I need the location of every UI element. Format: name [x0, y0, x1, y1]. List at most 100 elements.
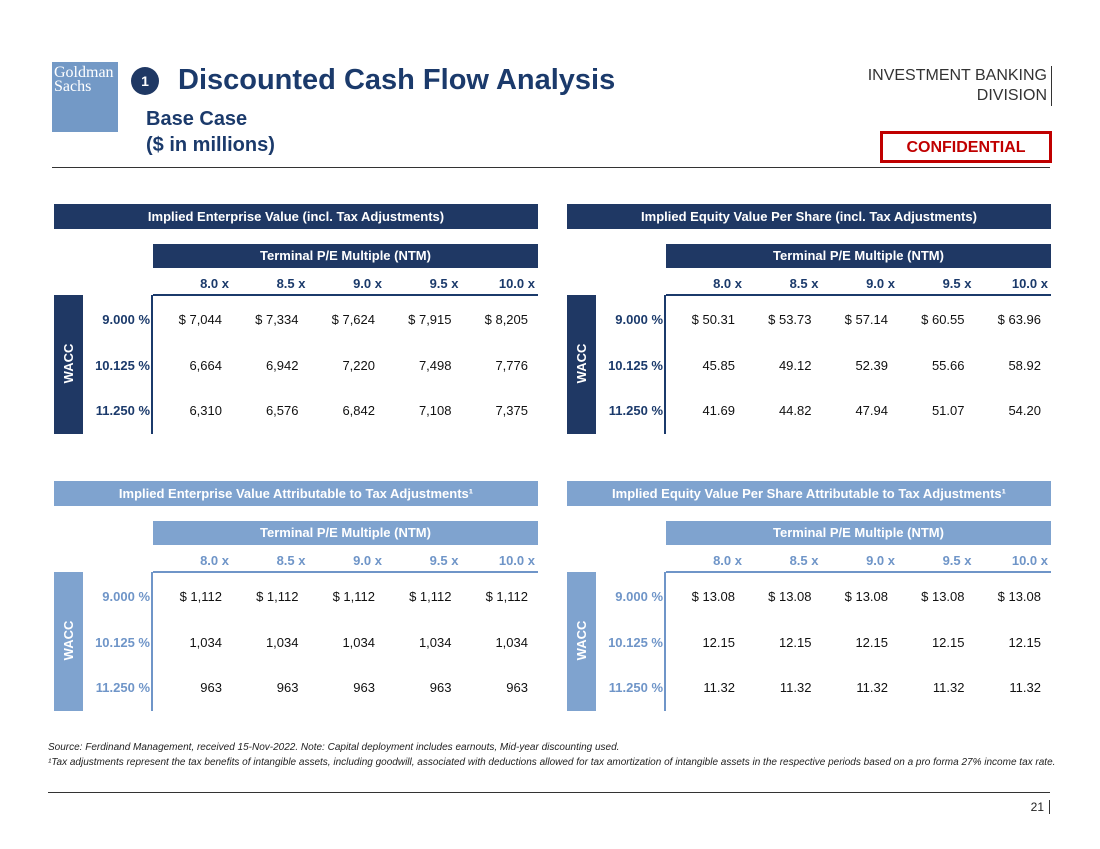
table-cell: 7,108	[418, 403, 452, 418]
table-cell: 6,664	[189, 357, 222, 373]
table-cell: 1,034	[265, 634, 299, 650]
table-cell: $ 13.08	[768, 589, 812, 604]
table-cell: 12.15	[702, 634, 735, 650]
row-header	[54, 295, 83, 434]
column-label: 9.5 x	[942, 553, 972, 568]
division-text: INVESTMENT BANKING	[867, 67, 1047, 84]
column-label: 9.5 x	[429, 553, 459, 568]
table-cell: 7,498	[418, 357, 452, 373]
column-rule	[153, 571, 538, 573]
table-cell: $ 13.08	[844, 589, 888, 604]
column-label: 8.5 x	[276, 276, 306, 291]
row-label: 11.250 %	[608, 403, 663, 418]
column-rule	[666, 294, 1051, 296]
table-cell: $ 8,205	[484, 312, 528, 327]
table-title: Implied Equity Value Per Share (incl. Ta…	[567, 204, 1051, 229]
column-label: 9.5 x	[942, 276, 972, 291]
header-rule	[52, 167, 1050, 168]
table-title: Implied Enterprise Value (incl. Tax Adju…	[54, 204, 538, 229]
table-cell: 11.32	[1009, 680, 1041, 695]
table-cell: 6,842	[342, 403, 375, 418]
column-label: 9.5 x	[429, 276, 459, 291]
table-cell: $ 1,112	[409, 589, 452, 604]
table-cell: 1,034	[495, 634, 528, 650]
division: INVESTMENT BANKING DIVISION	[868, 66, 1052, 106]
table-cell: 963	[353, 680, 375, 695]
table-cell: 12.15	[931, 634, 965, 650]
page-title: Discounted Cash Flow Analysis	[178, 64, 616, 96]
division-text: DIVISION	[976, 87, 1047, 104]
column-label: 10.0 x	[1011, 553, 1048, 568]
table-cell: 963	[506, 680, 528, 695]
table-cell: $ 7,044	[178, 312, 222, 327]
row-label: 11.250 %	[608, 680, 663, 695]
column-rule	[666, 571, 1051, 573]
table-title: Implied Enterprise Value Attributable to…	[54, 481, 538, 506]
table-cell: 55.66	[931, 357, 965, 373]
logo-text: Sachs	[54, 78, 92, 95]
column-rule	[153, 294, 538, 296]
column-label: 8.5 x	[789, 553, 819, 568]
column-label: 8.0 x	[713, 276, 742, 291]
row-header	[54, 572, 83, 711]
row-header-text: WACC	[574, 620, 589, 661]
table-cell: 51.07	[931, 403, 965, 418]
table-cell: $ 1,112	[179, 589, 222, 604]
section-badge: 1	[131, 67, 159, 95]
column-label: 10.0 x	[498, 276, 535, 291]
column-header: Terminal P/E Multiple (NTM)	[153, 521, 538, 545]
table-cell: $ 1,112	[256, 589, 299, 604]
table-cell: 12.15	[1008, 634, 1041, 650]
row-label: 10.125 %	[608, 634, 663, 650]
row-label: 10.125 %	[95, 357, 150, 373]
row-label: 9.000 %	[102, 589, 150, 604]
column-header: Terminal P/E Multiple (NTM)	[666, 244, 1051, 268]
column-label: 8.0 x	[200, 553, 229, 568]
table-cell: 12.15	[778, 634, 812, 650]
table-cell: $ 53.73	[768, 312, 812, 327]
page-number: 21	[1031, 800, 1050, 814]
table-cell: 1,034	[418, 634, 452, 650]
column-header: Terminal P/E Multiple (NTM)	[666, 521, 1051, 545]
table-cell: 963	[429, 680, 452, 695]
column-label: 9.0 x	[866, 276, 895, 291]
table-cell: 58.92	[1008, 357, 1041, 373]
table-cell: $ 13.08	[997, 589, 1041, 604]
row-header	[567, 295, 596, 434]
footer-rule	[48, 792, 1050, 793]
table-cell: $ 60.55	[921, 312, 965, 327]
table-cell: $ 1,112	[485, 589, 528, 604]
table-cell: 1,034	[189, 634, 222, 650]
table-cell: 45.85	[702, 357, 735, 373]
table-cell: 11.32	[703, 680, 735, 695]
column-label: 8.5 x	[276, 553, 306, 568]
table-cell: $ 50.31	[691, 312, 735, 327]
table-cell: 963	[200, 680, 222, 695]
row-label: 9.000 %	[615, 312, 663, 327]
table-cell: 7,220	[342, 357, 375, 373]
table-cell: 47.94	[855, 403, 888, 418]
table-cell: 12.15	[855, 634, 888, 650]
table-cell: $ 1,112	[332, 589, 375, 604]
column-label: 9.0 x	[353, 276, 382, 291]
logo: Goldman Sachs	[52, 62, 118, 132]
table-cell: $ 7,624	[331, 312, 375, 327]
row-header-text: WACC	[61, 343, 76, 384]
table-cell: $ 7,915	[408, 312, 452, 327]
table-cell: 6,576	[265, 403, 299, 418]
table-cell: 7,375	[495, 403, 528, 418]
row-rule	[664, 295, 666, 434]
footnote: ¹Tax adjustments represent the tax benef…	[48, 757, 1056, 768]
column-label: 10.0 x	[1011, 276, 1048, 291]
table-cell: $ 13.08	[691, 589, 735, 604]
table-cell: $ 57.14	[844, 312, 888, 327]
table-cell: 11.32	[932, 680, 965, 695]
row-label: 9.000 %	[102, 312, 150, 327]
footnote: Source: Ferdinand Management, received 1…	[48, 742, 620, 753]
table-cell: 49.12	[778, 357, 812, 373]
table-cell: 963	[276, 680, 299, 695]
table-cell: $ 13.08	[921, 589, 965, 604]
table-cell: $ 7,334	[255, 312, 299, 327]
subtitle: Base Case	[146, 108, 248, 130]
row-header-text: WACC	[574, 343, 589, 384]
